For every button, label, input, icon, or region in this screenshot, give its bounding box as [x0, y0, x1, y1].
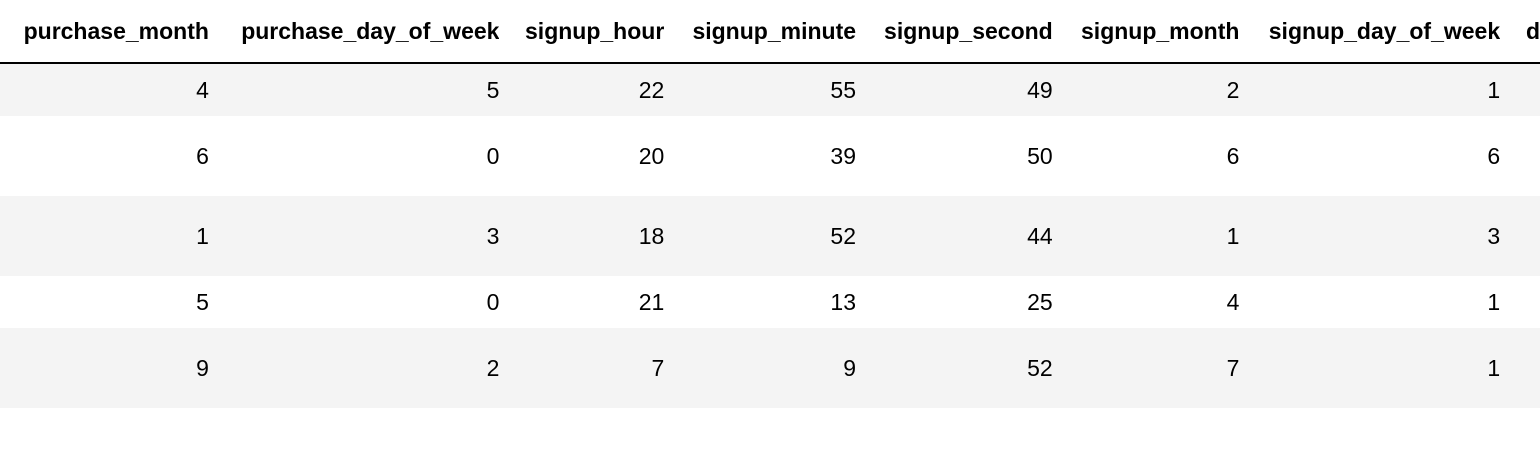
table-row: 1 3 18 52 44 1 3	[0, 196, 1540, 276]
table-cell: 52	[1027, 354, 1053, 381]
table-cell: 52	[830, 222, 857, 249]
table-cell: 2	[486, 354, 500, 381]
table-cell: 6	[196, 142, 209, 169]
table-cell: 39	[830, 142, 857, 169]
table-cell-truncated	[1500, 196, 1540, 276]
table-cell: 9	[843, 354, 857, 381]
dataframe-table: purchase_month purchase_day_of_week sign…	[0, 0, 1540, 408]
table-cell: 4	[1226, 288, 1240, 315]
table-cell: 6	[1487, 142, 1501, 169]
table-row: 5 0 21 13 25 4 1	[0, 276, 1540, 328]
table-cell: 1	[1487, 354, 1501, 381]
table-cell: 1	[1226, 222, 1240, 249]
table-cell: 50	[1027, 142, 1053, 169]
table-cell: 1	[196, 222, 209, 249]
column-header-signup-second[interactable]: signup_second	[856, 0, 1053, 64]
table-cell: 6	[1226, 142, 1240, 169]
header-row: purchase_month purchase_day_of_week sign…	[0, 0, 1540, 64]
table-row: 4 5 22 55 49 2 1	[0, 63, 1540, 116]
table-cell: 1	[1487, 76, 1501, 103]
table-cell: 25	[1027, 288, 1053, 315]
column-header-signup-minute[interactable]: signup_minute	[664, 0, 857, 64]
table-cell: 3	[486, 222, 500, 249]
column-header-purchase-day-of-week[interactable]: purchase_day_of_week	[208, 0, 500, 64]
table-cell: 5	[196, 288, 209, 315]
table-cell: 21	[638, 288, 665, 315]
column-header-signup-month[interactable]: signup_month	[1052, 0, 1240, 64]
column-header-signup-hour[interactable]: signup_hour	[499, 0, 665, 64]
table-cell: 1	[1487, 288, 1501, 315]
table-row: 9 2 7 9 52 7 1	[0, 328, 1540, 408]
table-cell: 0	[486, 142, 500, 169]
column-header-purchase-month[interactable]: purchase_month	[0, 0, 209, 64]
column-header-truncated[interactable]: d	[1500, 0, 1540, 64]
table-cell: 0	[486, 288, 500, 315]
table-cell: 4	[196, 76, 209, 103]
table-row: 6 0 20 39 50 6 6	[0, 116, 1540, 196]
table-cell-truncated	[1500, 63, 1540, 116]
table-cell: 49	[1027, 76, 1053, 103]
table-cell-truncated	[1500, 116, 1540, 196]
table-cell: 9	[196, 354, 209, 381]
table-cell: 55	[830, 76, 857, 103]
table-cell: 2	[1226, 76, 1240, 103]
table-cell-truncated	[1500, 276, 1540, 328]
table-cell: 7	[651, 354, 665, 381]
table-cell: 22	[638, 76, 665, 103]
table-cell-truncated	[1500, 328, 1540, 408]
table-cell: 5	[486, 76, 500, 103]
column-header-signup-day-of-week[interactable]: signup_day_of_week	[1239, 0, 1501, 64]
table-cell: 3	[1487, 222, 1501, 249]
table-cell: 13	[830, 288, 857, 315]
table-cell: 20	[638, 142, 665, 169]
table-cell: 7	[1226, 354, 1240, 381]
table-cell: 18	[638, 222, 665, 249]
table-cell: 44	[1027, 222, 1053, 249]
